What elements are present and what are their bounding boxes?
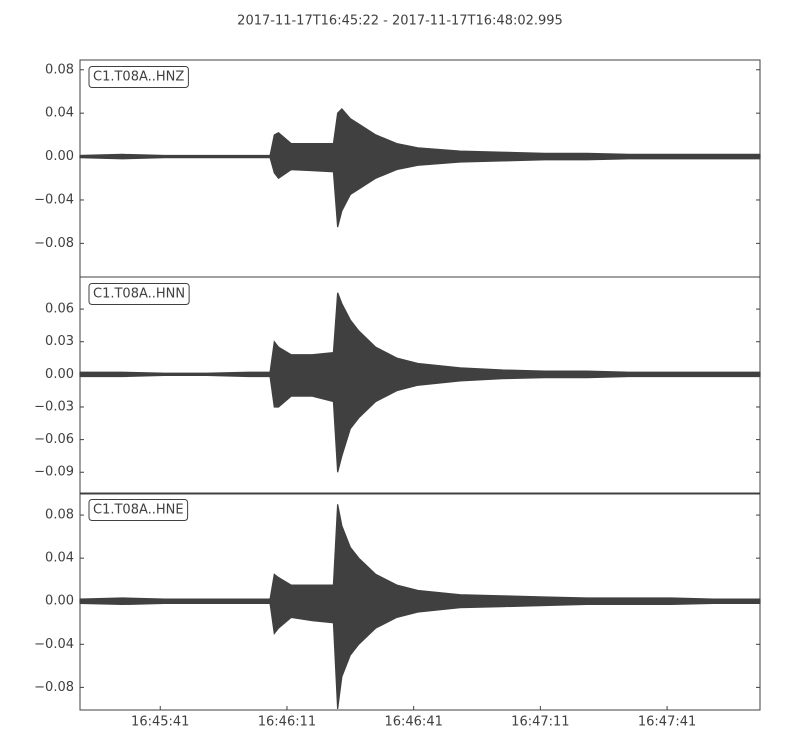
y-tick-label: 0.08 [45, 508, 74, 523]
y-tick-label: 0.00 [45, 149, 74, 164]
trace-label: C1.T08A..HNE [93, 503, 184, 518]
y-tick-label: 0.00 [45, 367, 74, 382]
x-tick-label: 16:47:41 [638, 715, 696, 730]
waveform-envelope [79, 373, 761, 473]
x-tick-label: 16:45:41 [131, 715, 189, 730]
waveform-envelope [79, 155, 761, 228]
panel-frame [79, 276, 761, 495]
trace-label-box [88, 66, 189, 88]
y-tick-label: −0.04 [34, 637, 74, 652]
trace-label-box [88, 499, 189, 521]
y-tick-label: −0.04 [34, 192, 74, 207]
trace-label: C1.T08A..HNZ [93, 70, 184, 85]
waveform-envelope [79, 292, 761, 375]
y-tick-label: 0.04 [45, 551, 74, 566]
y-tick-label: 0.00 [45, 594, 74, 609]
panel-frame [79, 59, 761, 278]
x-tick-label: 16:47:11 [511, 715, 569, 730]
y-tick-label: 0.08 [45, 62, 74, 77]
x-tick-label: 16:46:41 [384, 715, 442, 730]
x-tick-label: 16:46:11 [258, 715, 316, 730]
y-tick-label: 0.06 [45, 302, 74, 317]
y-tick-label: −0.08 [34, 680, 74, 695]
y-tick-label: −0.03 [34, 399, 74, 414]
y-tick-label: −0.09 [34, 465, 74, 480]
waveform-envelope [79, 504, 761, 602]
y-tick-label: −0.08 [34, 236, 74, 251]
y-tick-label: −0.06 [34, 432, 74, 447]
waveform-envelope [79, 600, 761, 709]
y-tick-label: 0.04 [45, 106, 74, 121]
waveform-envelope [79, 107, 761, 158]
trace-label: C1.T08A..HNN [93, 287, 185, 302]
trace-label-box [88, 283, 190, 305]
chart-title: 2017-11-17T16:45:22 - 2017-11-17T16:48:0… [237, 14, 563, 29]
y-tick-label: 0.03 [45, 334, 74, 349]
